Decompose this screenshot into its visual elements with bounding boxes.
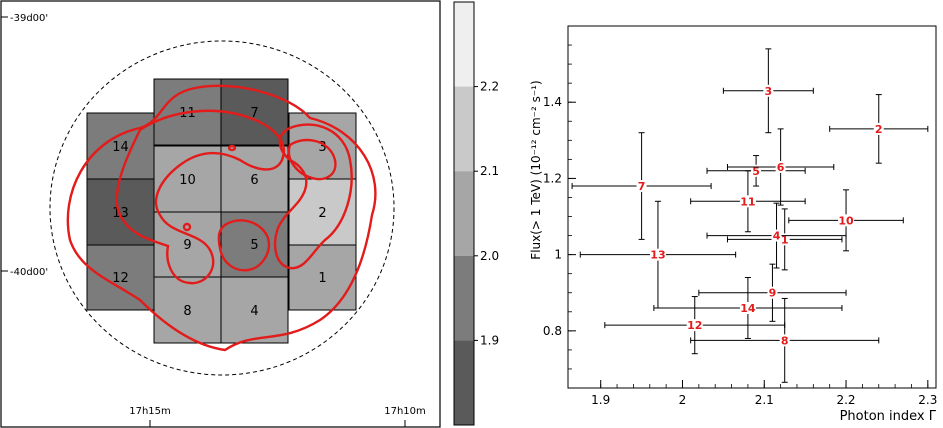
colorbar-frame bbox=[453, 1, 475, 426]
colorbar-tick-label: 2.2 bbox=[480, 80, 499, 94]
dec-label-top: -39d00' bbox=[10, 13, 48, 24]
map-region-label: 1 bbox=[318, 271, 326, 286]
point-label: 13 bbox=[650, 249, 665, 262]
significance-contours bbox=[66, 84, 377, 352]
data-point-2: 2 bbox=[829, 94, 929, 164]
x-tick-label: 1.9 bbox=[591, 393, 610, 407]
map-region-12 bbox=[86, 243, 155, 311]
colorbar-tick-label: 2.0 bbox=[480, 249, 499, 263]
point-label-bg bbox=[636, 180, 647, 193]
map-region-label: 7 bbox=[250, 106, 258, 121]
data-point-6: 6 bbox=[726, 128, 835, 206]
map-region-label: 8 bbox=[183, 304, 191, 319]
x-tick-label: 2.1 bbox=[755, 393, 774, 407]
point-label-bg bbox=[649, 248, 666, 261]
y-tick-label: 1.2 bbox=[543, 171, 562, 185]
contour-dot bbox=[227, 144, 237, 152]
colorbar-tick-label: 1.9 bbox=[480, 333, 499, 347]
point-label-bg bbox=[739, 301, 756, 314]
point-label: 11 bbox=[740, 195, 755, 208]
y-axis-label: Flux(> 1 TeV) (10⁻¹² cm⁻² s⁻¹) bbox=[529, 80, 543, 259]
point-label-bg bbox=[686, 319, 703, 332]
point-label: 5 bbox=[752, 165, 760, 178]
field-of-view-circle bbox=[49, 40, 395, 376]
point-label: 8 bbox=[781, 334, 789, 347]
data-point-9: 9 bbox=[698, 263, 847, 322]
y-tick-label: 1.4 bbox=[543, 95, 562, 109]
map-region-label: 10 bbox=[179, 173, 196, 188]
point-label-bg bbox=[751, 164, 762, 177]
point-label-bg bbox=[838, 214, 855, 227]
data-point-11: 11 bbox=[690, 170, 806, 233]
colorbar-tick-label: 2.1 bbox=[480, 164, 499, 178]
map-region-label: 4 bbox=[250, 304, 258, 319]
map-region-4 bbox=[220, 276, 289, 344]
point-label: 7 bbox=[638, 180, 646, 193]
data-point-1: 1 bbox=[726, 208, 843, 271]
y-tick-label: 1 bbox=[554, 248, 562, 262]
inner-contour-small bbox=[287, 138, 337, 181]
inner-contour-east bbox=[274, 123, 353, 270]
map-region-label: 14 bbox=[112, 140, 129, 155]
point-label-bg bbox=[779, 233, 790, 246]
inner-contour-west bbox=[115, 109, 285, 285]
data-point-8: 8 bbox=[690, 297, 880, 383]
ra-label-right: 17h10m bbox=[384, 406, 426, 417]
ra-label-left: 17h15m bbox=[129, 406, 171, 417]
data-point-7: 7 bbox=[571, 132, 712, 240]
point-label-bg bbox=[767, 286, 778, 299]
sky-map-panel: -39d00' -40d00' 17h15m 17h10m 1234567891… bbox=[0, 0, 441, 428]
data-point-13: 13 bbox=[579, 200, 737, 309]
x-tick-label: 2.2 bbox=[836, 393, 855, 407]
map-region-8 bbox=[153, 276, 222, 344]
point-label-bg bbox=[771, 229, 782, 242]
outer-contour bbox=[66, 84, 377, 352]
x-tick-label: 2 bbox=[679, 393, 687, 407]
point-label: 14 bbox=[740, 302, 756, 315]
contour-dot bbox=[182, 222, 192, 232]
x-axis-label: Photon index Γ bbox=[840, 409, 937, 424]
point-label: 3 bbox=[765, 85, 773, 98]
map-region-label: 5 bbox=[250, 238, 258, 253]
x-tick-label: 2.3 bbox=[918, 393, 937, 407]
point-label: 9 bbox=[769, 287, 777, 300]
data-point-10: 10 bbox=[788, 189, 904, 252]
data-point-4: 4 bbox=[706, 202, 847, 269]
map-region-label: 12 bbox=[112, 271, 129, 286]
point-label-bg bbox=[779, 334, 790, 347]
map-region-label: 9 bbox=[183, 238, 191, 253]
data-point-14: 14 bbox=[653, 276, 843, 339]
colorbar: 1.9 2.0 2.1 2.2 bbox=[453, 1, 499, 426]
map-region-label: 3 bbox=[318, 140, 326, 155]
data-point-3: 3 bbox=[722, 48, 814, 134]
map-region-label: 2 bbox=[318, 206, 326, 221]
point-label-bg bbox=[739, 195, 756, 208]
point-label: 12 bbox=[687, 319, 702, 332]
point-label: 10 bbox=[838, 214, 854, 227]
colorbar-segment bbox=[454, 2, 474, 87]
point-label-bg bbox=[763, 84, 774, 97]
colorbar-segment bbox=[454, 255, 474, 341]
colorbar-segment bbox=[454, 171, 474, 256]
y-tick-label: 0.8 bbox=[543, 324, 562, 338]
point-label-bg bbox=[873, 122, 884, 135]
point-label: 4 bbox=[773, 230, 781, 243]
point-label-bg bbox=[775, 160, 786, 173]
point-label: 2 bbox=[875, 123, 883, 136]
point-label: 1 bbox=[781, 233, 789, 246]
inner-contour-center bbox=[217, 219, 271, 272]
plot-frame bbox=[567, 25, 937, 389]
map-region-1 bbox=[288, 243, 357, 311]
colorbar-segment bbox=[454, 340, 474, 425]
dec-label-bottom: -40d00' bbox=[10, 267, 48, 278]
map-region-label: 6 bbox=[250, 173, 258, 188]
data-point-5: 5 bbox=[706, 155, 806, 187]
data-point-12: 12 bbox=[604, 296, 786, 355]
colorbar-segment bbox=[454, 86, 474, 172]
point-label: 6 bbox=[777, 161, 785, 174]
